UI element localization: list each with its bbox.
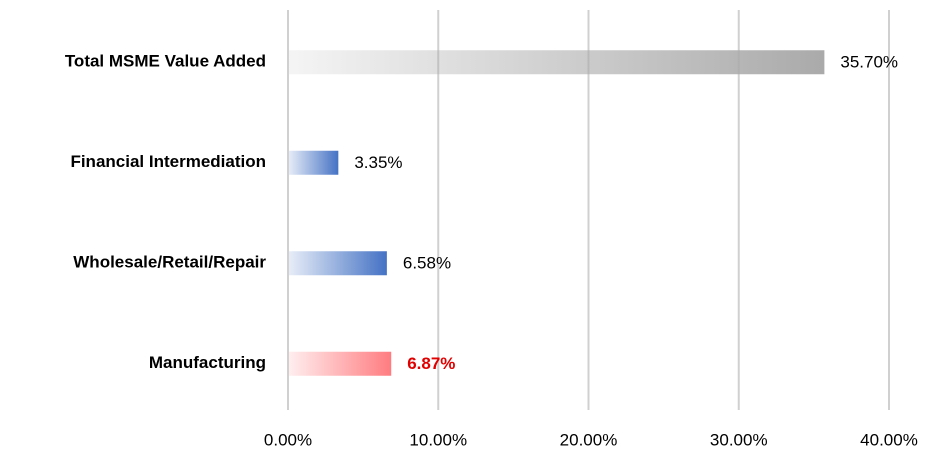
bar (288, 251, 387, 276)
x-tick-label: 20.00% (560, 430, 618, 449)
y-tick-label: Manufacturing (149, 353, 266, 372)
data-label: 6.87% (407, 354, 455, 373)
y-tick-label: Financial Intermediation (70, 152, 266, 171)
bar (288, 351, 392, 376)
y-tick-label: Total MSME Value Added (65, 52, 266, 71)
data-label: 35.70% (840, 53, 898, 72)
x-tick-label: 10.00% (409, 430, 467, 449)
x-tick-label: 40.00% (860, 430, 918, 449)
data-label: 3.35% (354, 153, 402, 172)
data-label: 6.58% (403, 254, 451, 273)
y-tick-label: Wholesale/Retail/Repair (73, 253, 266, 272)
bar (288, 150, 339, 175)
x-tick-label: 0.00% (264, 430, 312, 449)
bar (288, 50, 825, 75)
x-tick-label: 30.00% (710, 430, 768, 449)
